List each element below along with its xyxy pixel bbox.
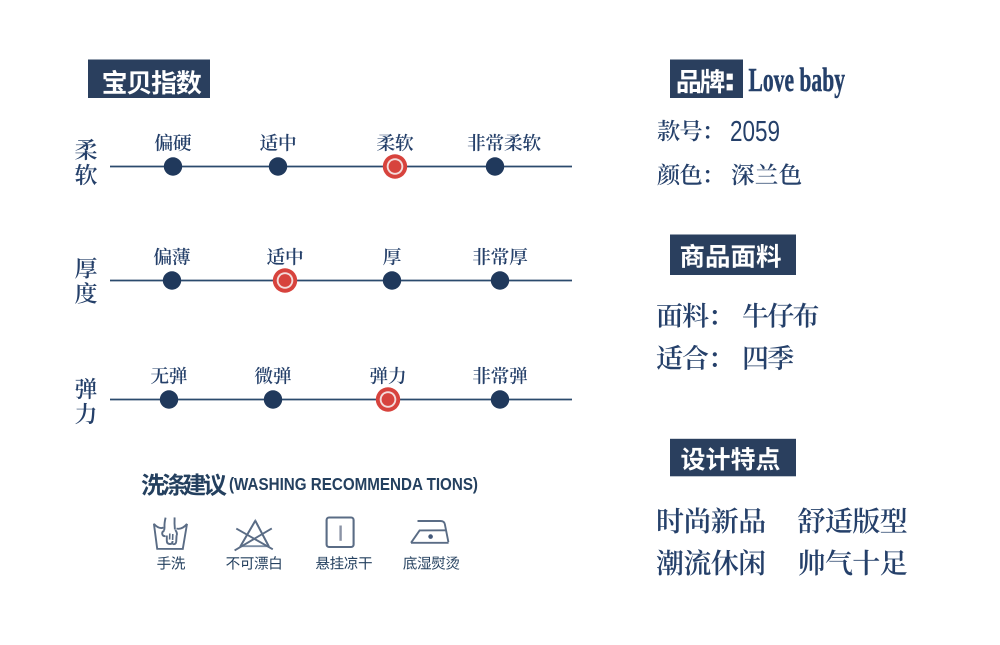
svg-text:2059: 2059 [730,116,780,148]
svg-text:Love baby: Love baby [749,62,846,99]
svg-text:(WASHING RECOMMENDA TIONS): (WASHING RECOMMENDA TIONS) [229,474,478,494]
